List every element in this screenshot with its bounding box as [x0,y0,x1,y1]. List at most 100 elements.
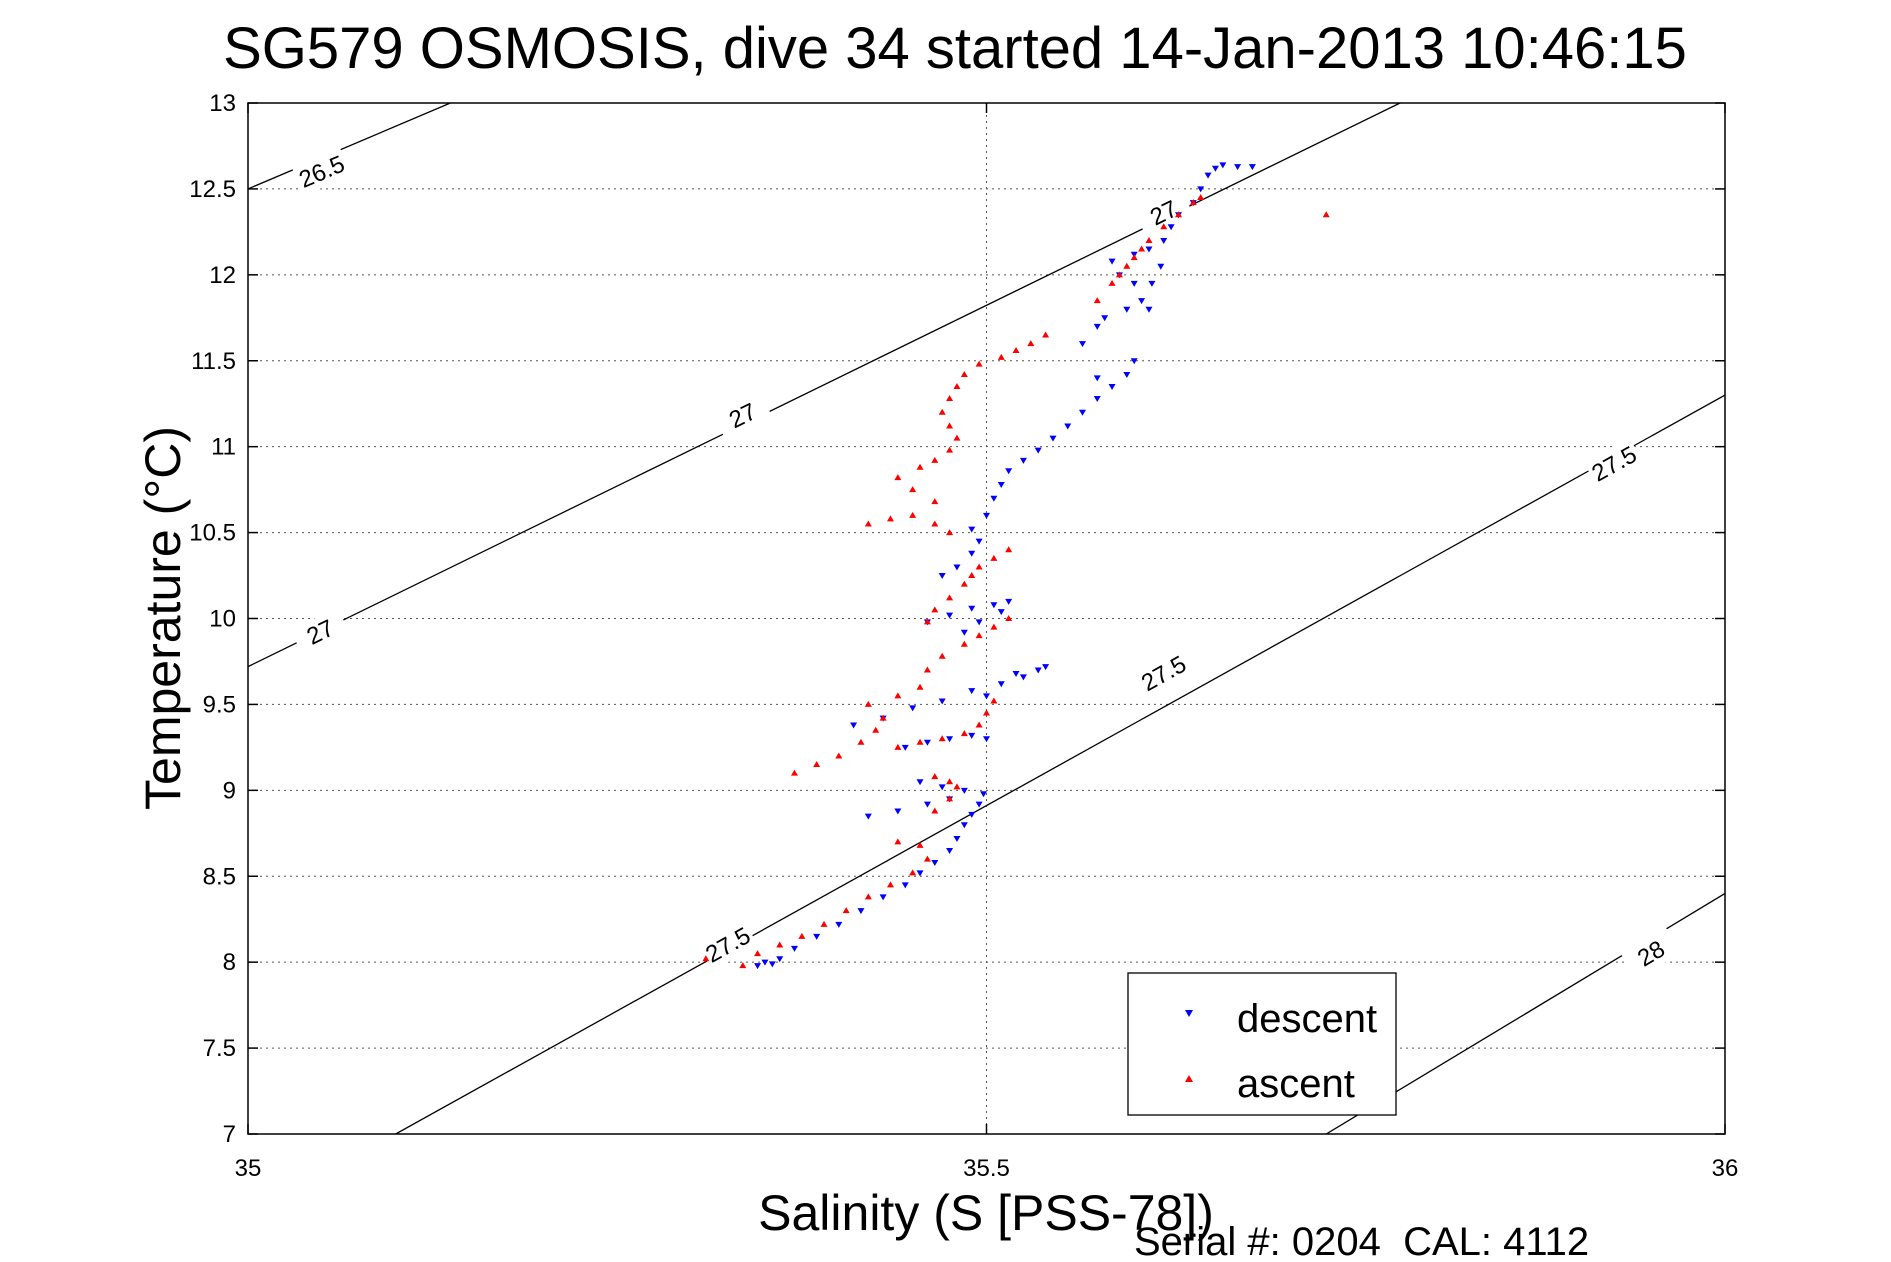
ascent-point [1145,236,1153,243]
contour-label-bg [1584,438,1645,490]
x-tick-label: 36 [1712,1155,1739,1182]
y-axis-label: Temperature (°C) [135,426,191,810]
descent-point [1157,263,1165,270]
contour-label-bg [292,147,352,196]
contour-label-bg [712,390,773,441]
legend: descent ascent [1127,972,1397,1116]
contour-label-bg [290,607,351,658]
chart-title: SG579 OSMOSIS, dive 34 started 14-Jan-20… [223,16,1687,81]
descent-point [968,550,976,557]
descent-point [1079,341,1087,348]
legend-box [1127,972,1397,1116]
descent-point [864,813,872,820]
descent-point [776,956,784,963]
ascent-point [857,738,865,745]
descent-point [938,698,946,705]
y-tick-label: 9 [223,777,236,804]
descent-point [850,722,858,729]
descent-point [1012,670,1020,677]
ascent-point [923,618,931,625]
descent-point [997,681,1005,688]
descent-point [923,739,931,746]
y-tick-label: 8 [223,949,236,976]
data-points [702,162,1330,970]
descent-point [1101,315,1109,322]
descent-point [953,564,961,571]
contour-label-bg [1133,647,1194,700]
ascent-point [894,838,902,845]
ascent-point [975,563,983,570]
ascent-point [790,769,798,776]
descent-point [1049,435,1057,442]
y-tick-label: 13 [209,90,236,117]
descent-point [916,870,924,877]
descent-point [1148,280,1156,287]
ascent-point [894,692,902,699]
descent-point [1042,664,1050,671]
x-tick-label: 35.5 [963,1155,1010,1182]
descent-point [983,512,990,519]
ascent-point [1175,211,1183,218]
descent-point [990,495,998,502]
y-tick-label: 12 [209,262,236,289]
descent-point [946,612,954,619]
ascent-point [1005,546,1013,553]
contour-label-bg [698,919,759,971]
descent-point [1130,280,1138,287]
descent-point [1034,447,1042,454]
ascent-point [886,881,894,888]
descent-point [938,573,946,580]
ascent-point [872,726,880,733]
ascent-point [1322,211,1330,218]
ascent-point [960,640,968,647]
descent-point [968,688,976,695]
descent-point [857,908,865,915]
descent-point [983,736,990,743]
ascent-point [1138,245,1146,252]
descent-point [1234,164,1242,171]
descent-point [1005,468,1013,475]
descent-point [997,481,1005,488]
ascent-point [923,855,931,862]
descent-point [990,602,998,609]
ascent-point [946,395,954,402]
descent-point [1197,186,1205,193]
descent-point [1123,371,1131,378]
y-tick-label: 11 [211,434,236,461]
ascent-point [916,738,924,745]
ascent-point [923,666,931,673]
descent-point [960,629,968,636]
ascent-point [960,730,968,737]
x-tick-label: 35 [235,1155,262,1182]
density-contour-26.5 [248,103,451,190]
y-tick-label: 8.5 [203,863,236,890]
ascent-point [894,743,902,750]
descent-point [1204,172,1212,179]
ascent-point [931,606,939,613]
ascent-point [1189,199,1197,206]
ascent-point [975,721,983,728]
ascent-point [820,920,828,927]
ascent-point [946,594,954,601]
ascent-point [990,697,998,704]
ascent-point [931,456,939,463]
descent-point [975,538,983,545]
ascent-point [916,683,924,690]
ascent-point [931,498,939,505]
descent-point [960,822,968,829]
ascent-point [886,515,894,522]
y-tick-label: 9.5 [203,691,236,718]
descent-point [754,963,762,970]
ascent-point [702,955,710,962]
descent-point [968,526,976,533]
ascent-point [931,807,939,814]
ascent-point [946,422,954,429]
descent-point [1093,375,1101,382]
y-axis-ticks: 7 7.5 8 8.5 9 9.5 10 10.5 11 11.5 12 12.5 13 [189,90,1725,1148]
descent-point [1130,358,1138,365]
ascent-point [1160,223,1168,230]
descent-point [960,787,968,794]
ascent-point [1005,615,1013,621]
descent-point [916,779,924,786]
